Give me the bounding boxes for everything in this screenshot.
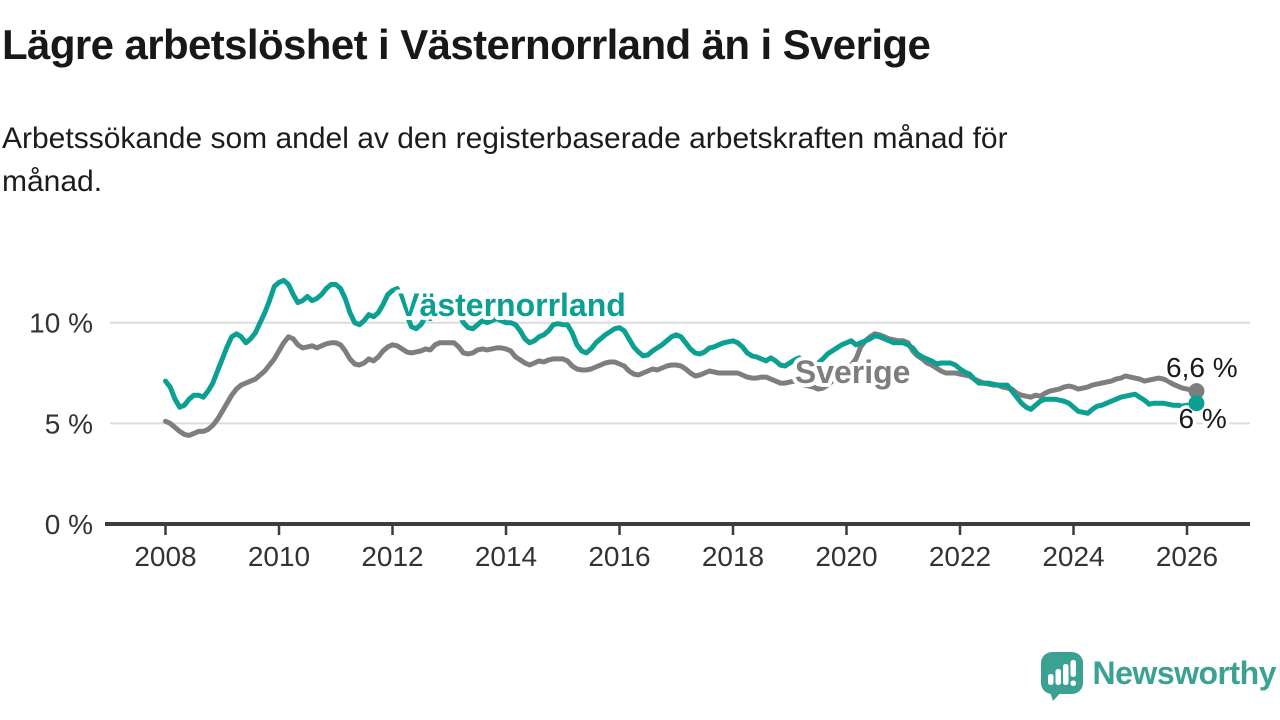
x-tick-label-2022: 2022	[929, 541, 991, 572]
series-label-sverige: Sverige	[795, 354, 911, 390]
logo-bars-icon	[1047, 660, 1076, 686]
x-tick-label-2018: 2018	[702, 541, 764, 572]
x-tick-label-2008: 2008	[134, 541, 196, 572]
x-tick-label-2016: 2016	[588, 541, 650, 572]
x-tick-label-2014: 2014	[475, 541, 537, 572]
end-value-label-sverige: 6,6 %	[1166, 352, 1238, 383]
y-tick-label-5: 5 %	[45, 408, 93, 439]
y-tick-label-10: 10 %	[29, 308, 93, 339]
chart-subtitle: Arbetssökande som andel av den registerb…	[2, 122, 1008, 199]
series-label-vasternorrland: Västernorrland	[398, 287, 626, 323]
newsworthy-logo-icon	[1040, 652, 1083, 701]
x-tick-label-2020: 2020	[815, 541, 877, 572]
brand-name: Newsworthy	[1092, 655, 1277, 691]
chart-title: Lägre arbetslöshet i Västernorrland än i…	[2, 21, 931, 68]
x-tick-label-2010: 2010	[248, 541, 310, 572]
series-end-dot-vasternorrland	[1188, 395, 1205, 412]
newsworthy-brand: Newsworthy	[1040, 651, 1277, 701]
series-line-sverige	[163, 331, 1199, 438]
y-tick-label-0: 0 %	[45, 509, 93, 540]
x-tick-label-2012: 2012	[361, 541, 423, 572]
series-line-vasternorrland	[163, 277, 1199, 416]
x-tick-label-2026: 2026	[1156, 541, 1218, 572]
series-end-dot-sverige	[1188, 383, 1205, 400]
x-tick-label-2024: 2024	[1042, 541, 1104, 572]
